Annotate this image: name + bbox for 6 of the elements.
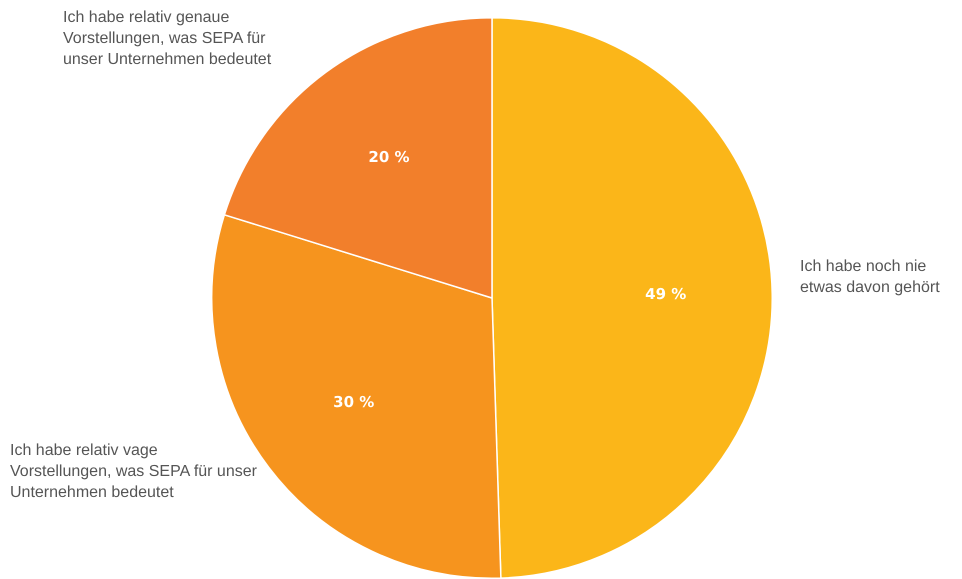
slice-label: Ich habe noch nie etwas davon gehört — [800, 257, 941, 298]
data-label: 20 % — [368, 148, 410, 166]
data-label: 30 % — [333, 393, 374, 412]
data-label: 49 % — [645, 285, 686, 304]
slice-label: Ich habe relativ genaue Vorstellungen, was SEPA für unser Unternehmen bedeutet — [63, 8, 272, 70]
slice-label: Ich habe relativ vage Vorstellungen, was SEPA für unser Unternehmen bedeutet — [10, 441, 258, 503]
